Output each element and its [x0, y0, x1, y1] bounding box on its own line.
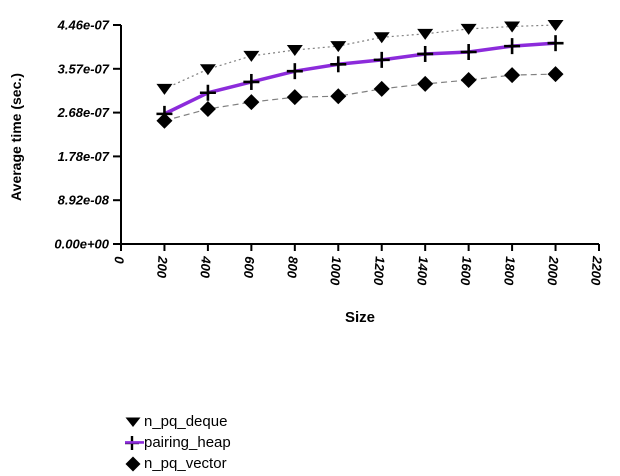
- series-n_pq_vector: [164, 73, 556, 122]
- series-pairing_heap: [163, 41, 556, 116]
- n_pq_vector-marker: [243, 94, 260, 111]
- y-tick-label: 8.92e-08: [58, 193, 110, 208]
- n_pq_deque-marker: [330, 41, 347, 53]
- x-tick-label: 2200: [588, 255, 605, 287]
- x-axis-title: Size: [345, 309, 375, 326]
- series-markers-n_pq_vector: [156, 66, 564, 129]
- y-tick-label: 2.68e-07: [57, 105, 110, 120]
- n_pq_deque-marker: [199, 64, 216, 76]
- x-tick-label: 0: [111, 256, 127, 265]
- x-tick-label: 600: [241, 256, 258, 279]
- n_pq_deque-marker: [547, 20, 564, 31]
- series-markers-n_pq_deque: [156, 20, 564, 95]
- n_pq_deque-marker: [504, 21, 521, 33]
- x-tick-label: 200: [154, 255, 171, 279]
- legend-label: pairing_heap: [144, 434, 231, 451]
- n_pq_deque-line: [164, 24, 556, 90]
- series-n_pq_deque: [164, 24, 556, 90]
- x-tick-label: 1800: [501, 256, 518, 287]
- x-tick-label: 800: [284, 256, 301, 279]
- chart-legend: n_pq_deque pairing_heap n_pq_vector: [125, 411, 231, 474]
- y-tick-label: 3.57e-07: [58, 61, 110, 76]
- axes: 0.00e+00 8.92e-08 1.78e-07 2.68e-07 3.57e-07…: [54, 18, 605, 287]
- plot-area: 0.00e+00 8.92e-08 1.78e-07 2.68e-07 3.57e-07…: [8, 18, 605, 327]
- n_pq_vector-marker: [460, 71, 477, 88]
- axis-lines: [120, 25, 599, 245]
- legend-label: n_pq_deque: [144, 413, 228, 430]
- x-tick-label: 1200: [371, 256, 388, 287]
- legend-label: n_pq_vector: [144, 455, 227, 472]
- diamond-icon: [125, 456, 144, 472]
- legend-item-n-pq-deque: n_pq_deque: [125, 411, 231, 432]
- y-tick-label: 1.78e-07: [58, 149, 110, 164]
- y-tick-label: 0.00e+00: [54, 237, 109, 252]
- n_pq_deque-marker: [286, 45, 303, 57]
- plus-marker-icon: [125, 435, 144, 451]
- n_pq_deque-marker: [373, 32, 390, 44]
- n_pq_vector-marker: [199, 100, 216, 117]
- x-tick-label: 400: [197, 255, 214, 279]
- n_pq_deque-marker: [417, 28, 434, 40]
- legend-item-n-pq-vector: n_pq_vector: [125, 453, 231, 474]
- n_pq_vector-marker: [547, 66, 564, 83]
- n_pq_vector-marker: [504, 67, 521, 84]
- n_pq_deque-marker: [156, 83, 173, 95]
- y-tick-label: 4.46e-07: [57, 18, 110, 33]
- y-axis-title: Average time (sec.): [8, 73, 24, 201]
- x-tick-label: 1000: [327, 256, 344, 287]
- data-series: [156, 20, 564, 129]
- x-tick-label: 1400: [414, 256, 431, 287]
- n_pq_deque-marker: [460, 23, 477, 35]
- n_pq_deque-marker: [243, 50, 260, 62]
- n_pq_vector-marker: [286, 89, 303, 106]
- n_pq_vector-marker: [156, 112, 173, 129]
- n_pq_vector-marker: [373, 80, 390, 97]
- legend-item-pairing-heap: pairing_heap: [125, 432, 231, 453]
- pairing_heap-line: [163, 41, 556, 116]
- n_pq_vector-marker: [330, 88, 347, 105]
- triangle-down-icon: [125, 416, 144, 428]
- x-tick-label: 1600: [458, 256, 475, 287]
- n_pq_vector-line: [164, 73, 556, 122]
- x-tick-label: 2000: [544, 255, 561, 287]
- n_pq_vector-marker: [417, 75, 434, 92]
